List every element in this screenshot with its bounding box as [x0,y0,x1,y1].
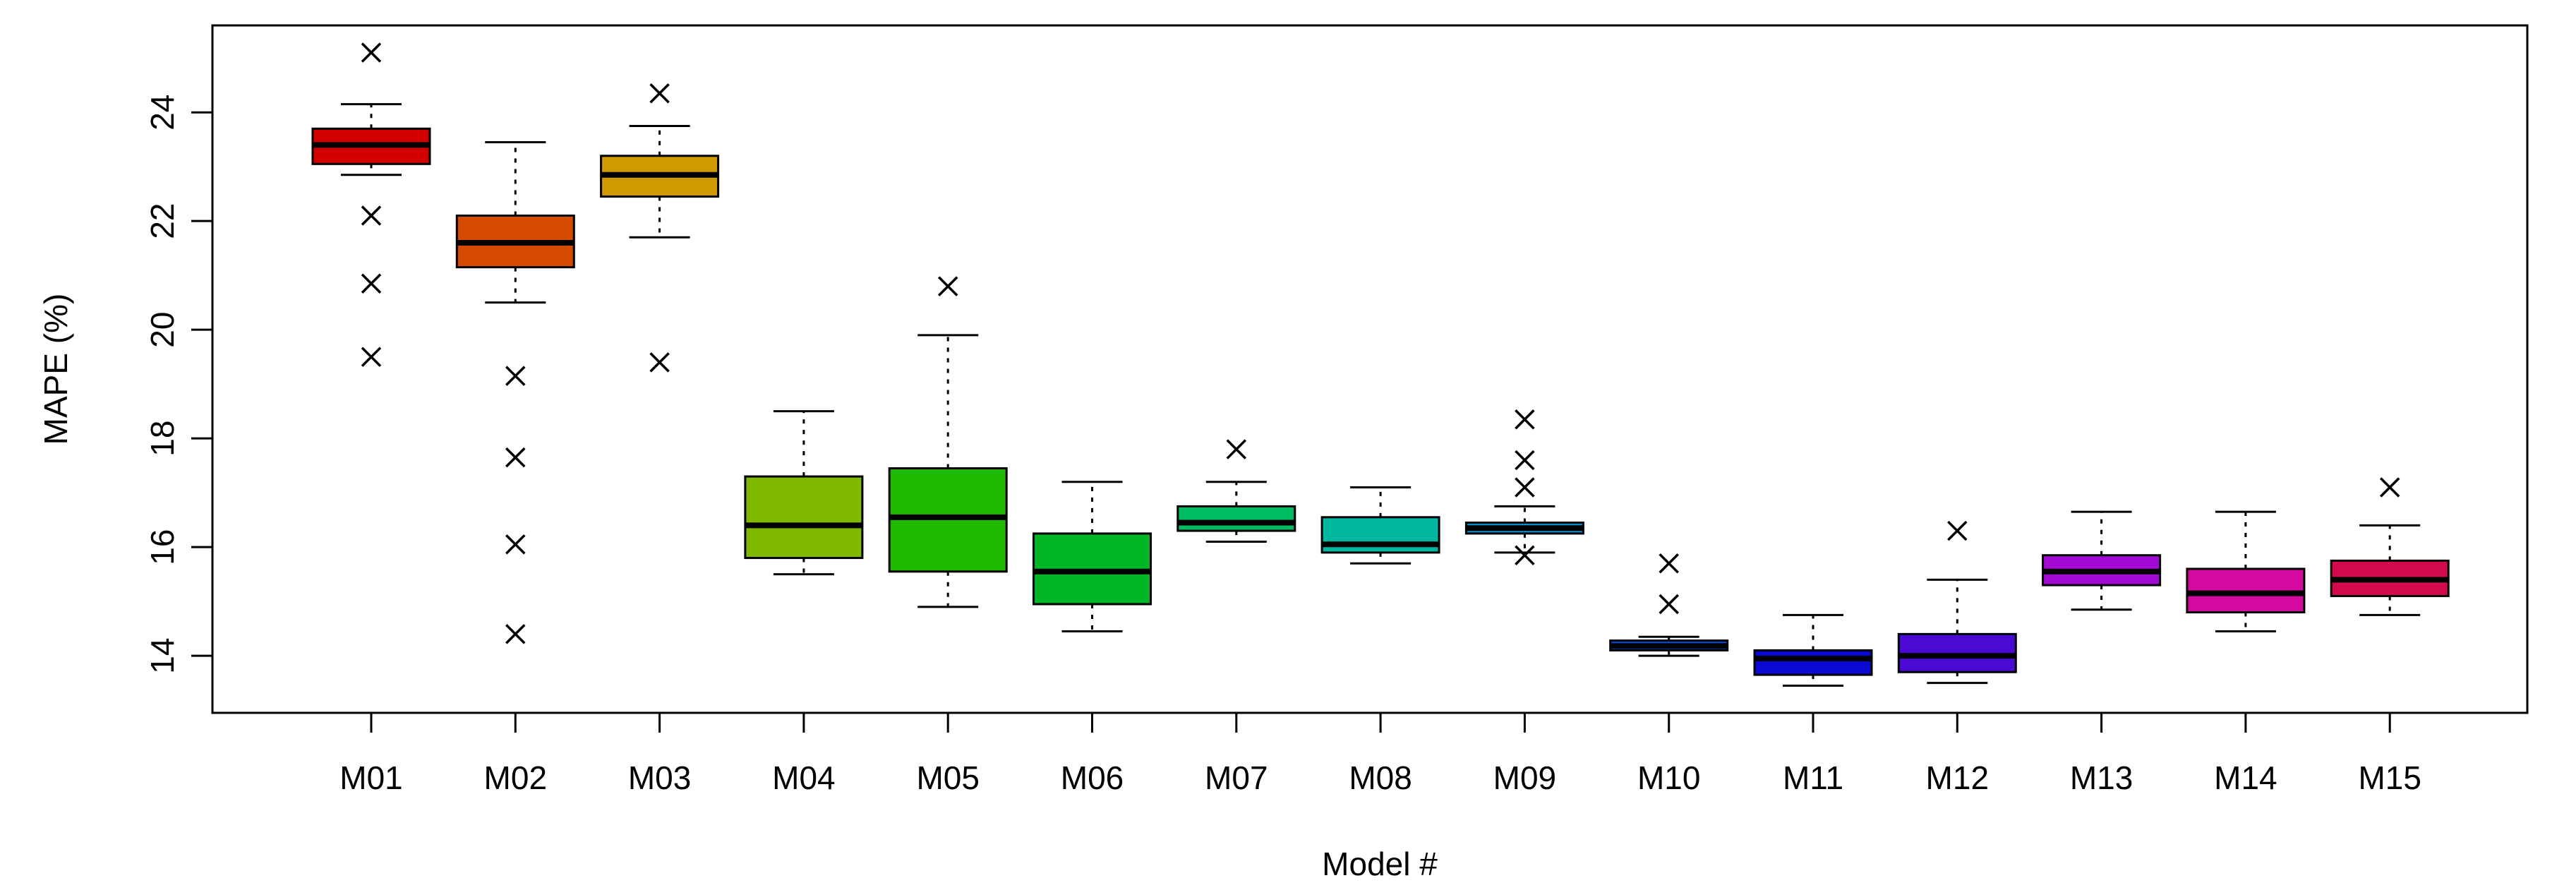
box-m07 [1176,439,1296,543]
x-tick-label: M03 [628,759,691,796]
outlier-marker [1515,409,1535,430]
y-axis: 14 16 18 20 22 24 [144,95,214,674]
x-tick-label: M01 [339,759,402,796]
outlier-marker [1515,477,1535,498]
iqr-box [1320,516,1440,554]
outlier-marker [1515,450,1535,471]
outlier-stroke [1659,594,1679,615]
box-m13 [2042,510,2162,611]
outlier-marker [1226,439,1247,459]
outlier-marker [649,83,670,104]
outlier-stroke [505,447,526,468]
plot-frame [211,24,2529,714]
x-tick-label: M06 [1061,759,1124,796]
outlier-marker [1659,553,1679,574]
outlier-marker [361,273,382,294]
y-tick-label: 22 [144,203,181,239]
iqr-box [744,475,864,560]
iqr-box [1753,649,1873,676]
box-m08 [1320,486,1440,565]
y-tick-label: 24 [144,95,181,131]
outlier-stroke [505,366,526,386]
y-tick-label: 18 [144,421,181,457]
x-tick-label: M09 [1493,759,1556,796]
outlier-stroke [1515,545,1535,565]
outlier-marker [361,347,382,367]
box-m01 [311,42,431,367]
outlier-stroke [1659,553,1679,574]
x-axis-title: Model # [1322,846,1438,882]
outlier-stroke [937,276,958,296]
x-tick-label: M04 [772,759,835,796]
x-tick-label: M14 [2214,759,2277,796]
outlier-marker [1659,594,1679,615]
outlier-marker [505,534,526,555]
x-tick-label: M08 [1349,759,1412,796]
outlier-marker [505,366,526,386]
x-tick-label: M07 [1205,759,1268,796]
x-tick-label: M10 [1637,759,1700,796]
outlier-marker [1947,520,1968,541]
x-tick-label: M13 [2070,759,2133,796]
outlier-marker [2379,477,2400,498]
outlier-marker [937,276,958,296]
x-tick-label: M12 [1926,759,1989,796]
outlier-stroke [1515,450,1535,471]
outlier-stroke [649,352,670,373]
outlier-stroke [1226,439,1247,459]
box-m05 [888,276,1008,608]
box-m11 [1753,613,1873,687]
box-m03 [600,83,720,373]
box-m15 [2330,477,2450,616]
x-tick-label: M02 [484,759,547,796]
outlier-stroke [361,205,382,226]
boxes-layer [311,42,2450,687]
outlier-stroke [505,624,526,644]
outlier-stroke [1947,520,1968,541]
box-m12 [1897,520,2017,685]
y-axis-title: MAPE (%) [37,294,74,445]
outlier-stroke [649,83,670,104]
y-tick-label: 16 [144,529,181,565]
x-tick-label: M11 [1783,759,1843,796]
outlier-stroke [361,273,382,294]
outlier-stroke [1515,409,1535,430]
box-m02 [455,141,575,644]
outlier-stroke [505,534,526,555]
outlier-stroke [361,347,382,367]
outlier-marker [361,42,382,63]
outlier-stroke [361,42,382,63]
outlier-marker [505,447,526,468]
outlier-stroke [1515,477,1535,498]
box-m14 [2186,510,2306,633]
x-axis: M01 M02 M03 M04 M05 M06 M07 M08 M09 M10 M11 M12 M13 M… [339,711,2421,796]
x-tick-label: M15 [2358,759,2421,796]
box-m10 [1609,553,1729,657]
outlier-marker [1515,545,1535,565]
outlier-marker [505,624,526,644]
box-m04 [744,410,864,576]
outlier-marker [649,352,670,373]
box-m09 [1464,409,1584,565]
y-tick-label: 20 [144,312,181,348]
y-tick-label: 14 [144,638,181,674]
x-tick-label: M05 [916,759,979,796]
outlier-stroke [2379,477,2400,498]
outlier-marker [361,205,382,226]
box-m06 [1033,481,1152,633]
iqr-box [1176,505,1296,532]
